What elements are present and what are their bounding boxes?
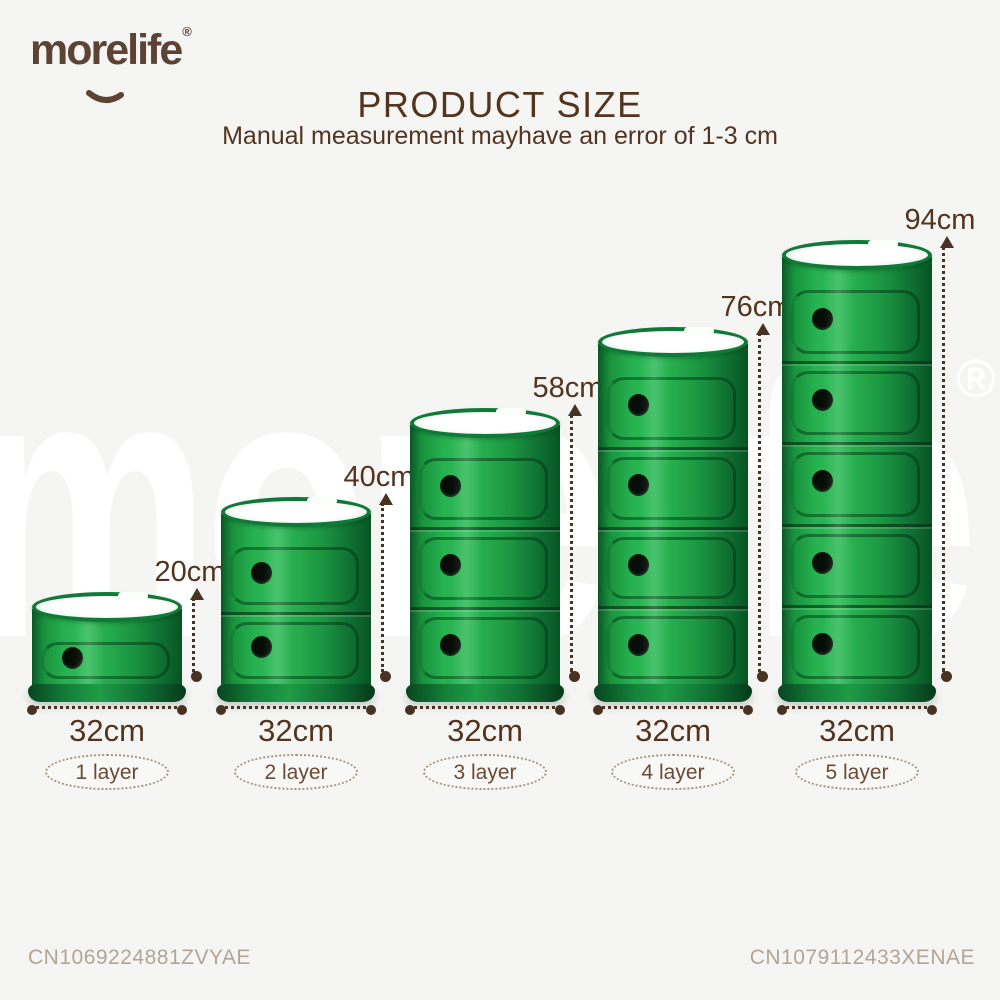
cylinder-top-face bbox=[782, 240, 932, 270]
dimension-arrow-up-icon bbox=[939, 236, 954, 248]
layer-count-badge: 5 layer bbox=[795, 754, 919, 790]
page-title: PRODUCT SIZE bbox=[357, 84, 643, 125]
layer-count-badge: 1 layer bbox=[45, 754, 169, 790]
layer-count-badge: 3 layer bbox=[423, 754, 547, 790]
layer-count-badge: 2 layer bbox=[234, 754, 358, 790]
product-code-left: CN1069224881ZVYAE bbox=[28, 946, 251, 969]
brand-logo: morelife® bbox=[30, 24, 192, 103]
background-watermark-registered-icon: ® bbox=[956, 349, 996, 409]
registered-trademark-icon: ® bbox=[182, 24, 192, 39]
background-watermark-text: morelife bbox=[0, 295, 978, 717]
height-label: 94cm bbox=[904, 204, 976, 236]
page-subtitle: Manual measurement mayhave an error of 1… bbox=[222, 122, 778, 150]
product-code-right: CN1079112433XENAE bbox=[749, 946, 975, 969]
logo-smile-icon bbox=[86, 90, 124, 103]
brand-logo-text: morelife bbox=[30, 26, 183, 74]
layer-count-badge: 4 layer bbox=[611, 754, 735, 790]
